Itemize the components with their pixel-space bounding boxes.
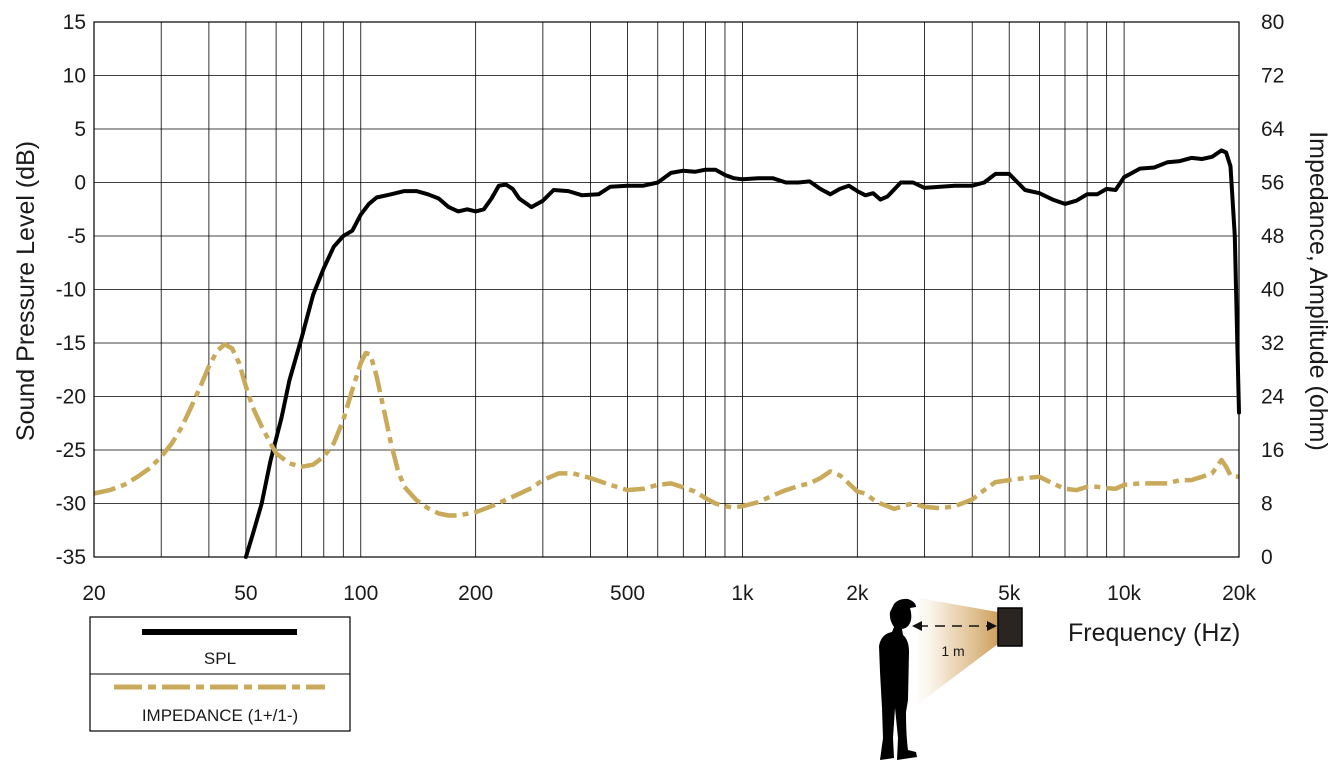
y-left-tick-label: 0 [74, 172, 86, 195]
y-left-tick-label: -15 [56, 332, 86, 355]
y-right-tick-label: 0 [1261, 546, 1273, 569]
y-right-tick-label: 64 [1261, 118, 1285, 141]
x-tick-label: 5k [998, 582, 1021, 605]
y-left-tick-label: -35 [56, 546, 86, 569]
x-tick-label: 2k [846, 582, 869, 605]
plot-frame [93, 21, 1240, 558]
chart-tick-labels: 151050-5-10-15-20-25-30-3580726456484032… [56, 11, 1285, 605]
y-axis-right-title: Impedance, Amplitude (ohm) [1304, 131, 1332, 451]
y-right-tick-label: 24 [1261, 386, 1285, 409]
y-right-tick-label: 40 [1261, 279, 1284, 302]
y-left-tick-label: -5 [67, 225, 86, 248]
listener-person-icon [879, 598, 917, 760]
x-tick-label: 20k [1222, 582, 1256, 605]
y-right-tick-label: 16 [1261, 439, 1284, 462]
x-tick-label: 100 [343, 582, 378, 605]
sound-beam [918, 598, 998, 704]
x-tick-label: 500 [610, 582, 645, 605]
speaker-icon [997, 607, 1023, 647]
y-right-tick-label: 56 [1261, 172, 1284, 195]
y-right-tick-label: 8 [1261, 493, 1273, 516]
y-left-tick-label: -25 [56, 439, 86, 462]
x-tick-label: 10k [1107, 582, 1141, 605]
y-right-tick-label: 32 [1261, 332, 1284, 355]
y-axis-left-title: Sound Pressure Level (dB) [12, 141, 40, 441]
chart-grid [94, 22, 1239, 557]
series-line-impedance-1-1 [93, 342, 1240, 518]
y-right-tick-label: 72 [1261, 65, 1284, 88]
y-left-tick-label: -10 [56, 279, 86, 302]
series-line-spl [243, 148, 1241, 559]
y-right-tick-label: 80 [1261, 11, 1284, 34]
x-tick-label: 50 [234, 582, 257, 605]
legend: SPL IMPEDANCE (1+/1-) [89, 616, 351, 732]
y-left-tick-label: 10 [63, 65, 86, 88]
y-left-tick-label: -20 [56, 386, 86, 409]
distance-label: 1 m [941, 643, 964, 659]
x-tick-label: 1k [731, 582, 754, 605]
x-axis-title: Frequency (Hz) [1068, 619, 1240, 647]
arrow-head-right-icon [987, 621, 997, 631]
y-right-tick-label: 48 [1261, 225, 1284, 248]
legend-label-impedance: IMPEDANCE (1+/1-) [142, 706, 298, 725]
x-tick-label: 200 [458, 582, 493, 605]
legend-label-spl: SPL [204, 649, 236, 668]
x-tick-label: 20 [82, 582, 105, 605]
y-left-tick-label: 15 [63, 11, 86, 34]
y-left-tick-label: 5 [74, 118, 86, 141]
chart-series [93, 148, 1241, 559]
measurement-illustration: 1 m [879, 598, 1023, 760]
y-left-tick-label: -30 [56, 493, 86, 516]
arrow-head-left-icon [912, 621, 922, 631]
